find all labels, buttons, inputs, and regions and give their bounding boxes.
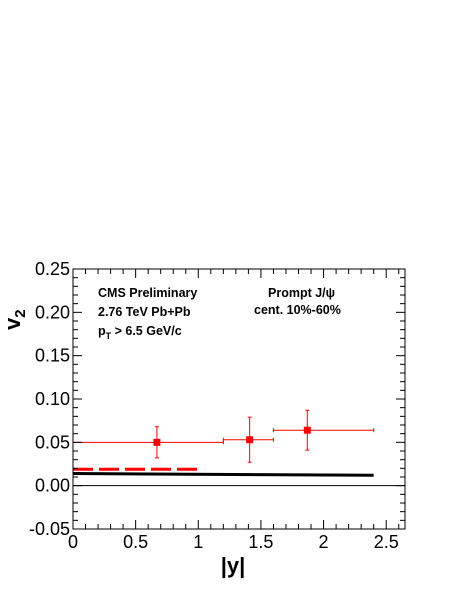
y-tick-label: 0.25 xyxy=(35,259,70,279)
data-point xyxy=(153,438,161,446)
y-tick-label: 0.15 xyxy=(35,346,70,366)
annotation-particle: Prompt J/ψ xyxy=(268,286,335,300)
annotation-system: 2.76 TeV Pb+Pb xyxy=(98,305,191,319)
theory-solid-line xyxy=(72,472,374,477)
annotation-pt-cut: pT > 6.5 GeV/c xyxy=(98,324,182,341)
y-axis-title-main: v xyxy=(0,317,25,330)
x-axis: 0 0.5 1 1.5 2 2.5 xyxy=(68,269,400,552)
annotation-pt-cut-sub: T xyxy=(106,331,112,341)
x-tick-label: 1 xyxy=(193,532,203,552)
x-tick-label: 0 xyxy=(68,532,78,552)
x-tick-label: 1.5 xyxy=(248,532,273,552)
x-axis-title: |y| xyxy=(221,553,246,578)
y-axis: -0.05 0.00 0.05 0.10 0.15 0.20 0.25 xyxy=(29,259,405,539)
annotation-pt-cut-rest: > 6.5 GeV/c xyxy=(111,324,182,338)
y-axis-title-subscript: 2 xyxy=(12,309,29,317)
data-point xyxy=(246,436,254,444)
y-tick-label: 0.10 xyxy=(35,389,70,409)
y-tick-label: 0.00 xyxy=(35,476,70,496)
y-tick-label: -0.05 xyxy=(29,519,70,539)
y-tick-label: 0.05 xyxy=(35,432,70,452)
chart-marks xyxy=(72,409,405,487)
x-tick-label: 2 xyxy=(319,532,329,552)
data-point xyxy=(303,426,311,434)
x-tick-label: 0.5 xyxy=(123,532,148,552)
x-tick-label: 2.5 xyxy=(374,532,399,552)
annotation-pt-cut-p: p xyxy=(98,324,106,338)
y-tick-label: 0.20 xyxy=(35,302,70,322)
annotation-centrality: cent. 10%-60% xyxy=(254,303,341,317)
y-axis-title: v2 xyxy=(0,309,29,330)
annotation-experiment: CMS Preliminary xyxy=(98,286,197,300)
